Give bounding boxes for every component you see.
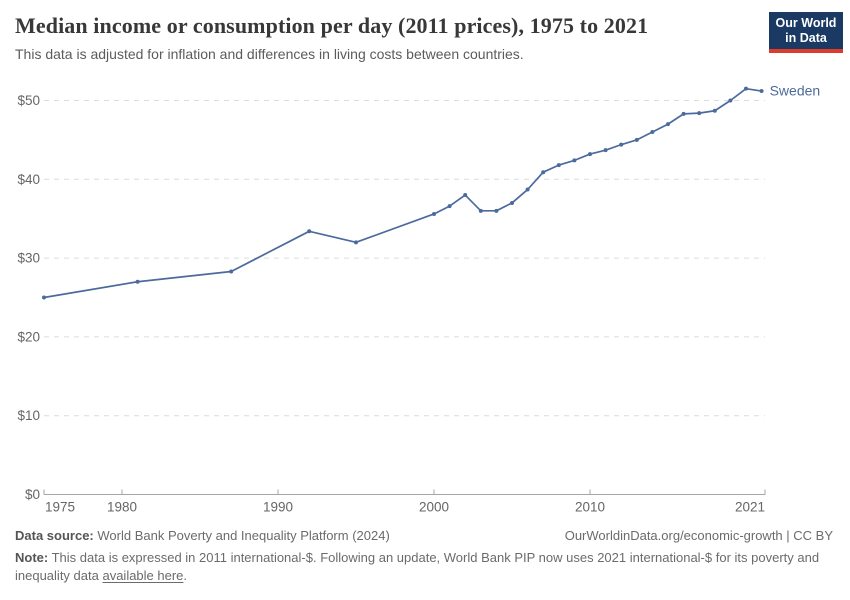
- data-point[interactable]: [650, 130, 655, 135]
- series-line[interactable]: [43, 87, 762, 299]
- data-source: Data source: World Bank Poverty and Ineq…: [15, 527, 390, 545]
- page-title: Median income or consumption per day (20…: [15, 13, 649, 38]
- y-axis-tick-label: $50: [17, 93, 40, 108]
- data-source-text: World Bank Poverty and Inequality Platfo…: [97, 528, 390, 543]
- chart-note: Note: This data is expressed in 2011 int…: [15, 549, 833, 585]
- data-point[interactable]: [666, 122, 670, 127]
- data-point[interactable]: [541, 170, 546, 175]
- data-point[interactable]: [556, 163, 561, 168]
- x-axis-tick-label: 2010: [575, 500, 605, 515]
- x-axis-tick-label: 2000: [419, 500, 449, 515]
- y-axis-tick-label: $0: [25, 487, 40, 502]
- chart-footer: Data source: World Bank Poverty and Ineq…: [15, 527, 833, 585]
- data-source-label: Data source:: [15, 528, 94, 543]
- x-axis-tick-label: 2021: [735, 500, 765, 515]
- available-here-link[interactable]: available here: [102, 568, 184, 583]
- data-point[interactable]: [478, 208, 483, 213]
- note-label: Note:: [15, 550, 49, 565]
- data-point[interactable]: [603, 148, 608, 153]
- data-point[interactable]: [588, 152, 592, 157]
- data-point[interactable]: [229, 269, 234, 274]
- data-point[interactable]: [712, 108, 717, 113]
- data-point[interactable]: [510, 200, 514, 205]
- data-point[interactable]: [697, 111, 702, 116]
- note-suffix: .: [183, 568, 188, 583]
- series-end-label: Sweden: [770, 83, 821, 99]
- data-point[interactable]: [634, 137, 639, 142]
- data-point[interactable]: [572, 158, 577, 163]
- x-axis-tick-label: 1980: [107, 500, 137, 515]
- data-point[interactable]: [463, 193, 468, 198]
- chart-header: Median income or consumption per day (20…: [15, 13, 755, 62]
- data-point[interactable]: [619, 142, 624, 147]
- credit-link[interactable]: OurWorldinData.org/economic-growth | CC …: [564, 528, 833, 543]
- data-point[interactable]: [759, 89, 764, 94]
- data-point[interactable]: [728, 98, 733, 103]
- data-point[interactable]: [42, 295, 46, 300]
- data-point[interactable]: [447, 204, 452, 209]
- chart-subtitle: This data is adjusted for inflation and …: [15, 46, 524, 63]
- data-point[interactable]: [681, 111, 686, 116]
- data-point[interactable]: [354, 240, 358, 245]
- x-axis-tick-label: 1975: [45, 500, 75, 515]
- owid-logo[interactable]: Our World in Data: [769, 12, 843, 53]
- data-point[interactable]: [432, 211, 436, 216]
- data-point[interactable]: [525, 187, 530, 192]
- note-text: This data is expressed in 2011 internati…: [15, 550, 820, 583]
- y-axis-tick-label: $20: [17, 329, 40, 344]
- y-axis-tick-label: $40: [17, 172, 40, 187]
- data-point[interactable]: [135, 279, 140, 284]
- data-point[interactable]: [307, 229, 312, 234]
- data-point[interactable]: [494, 208, 499, 213]
- data-point[interactable]: [744, 86, 748, 91]
- owid-logo-line2: in Data: [785, 31, 827, 45]
- y-axis-tick-label: $10: [17, 408, 40, 423]
- y-axis-tick-label: $30: [17, 251, 40, 266]
- owid-logo-line1: Our World: [775, 16, 837, 30]
- x-axis-tick-label: 1990: [263, 500, 293, 515]
